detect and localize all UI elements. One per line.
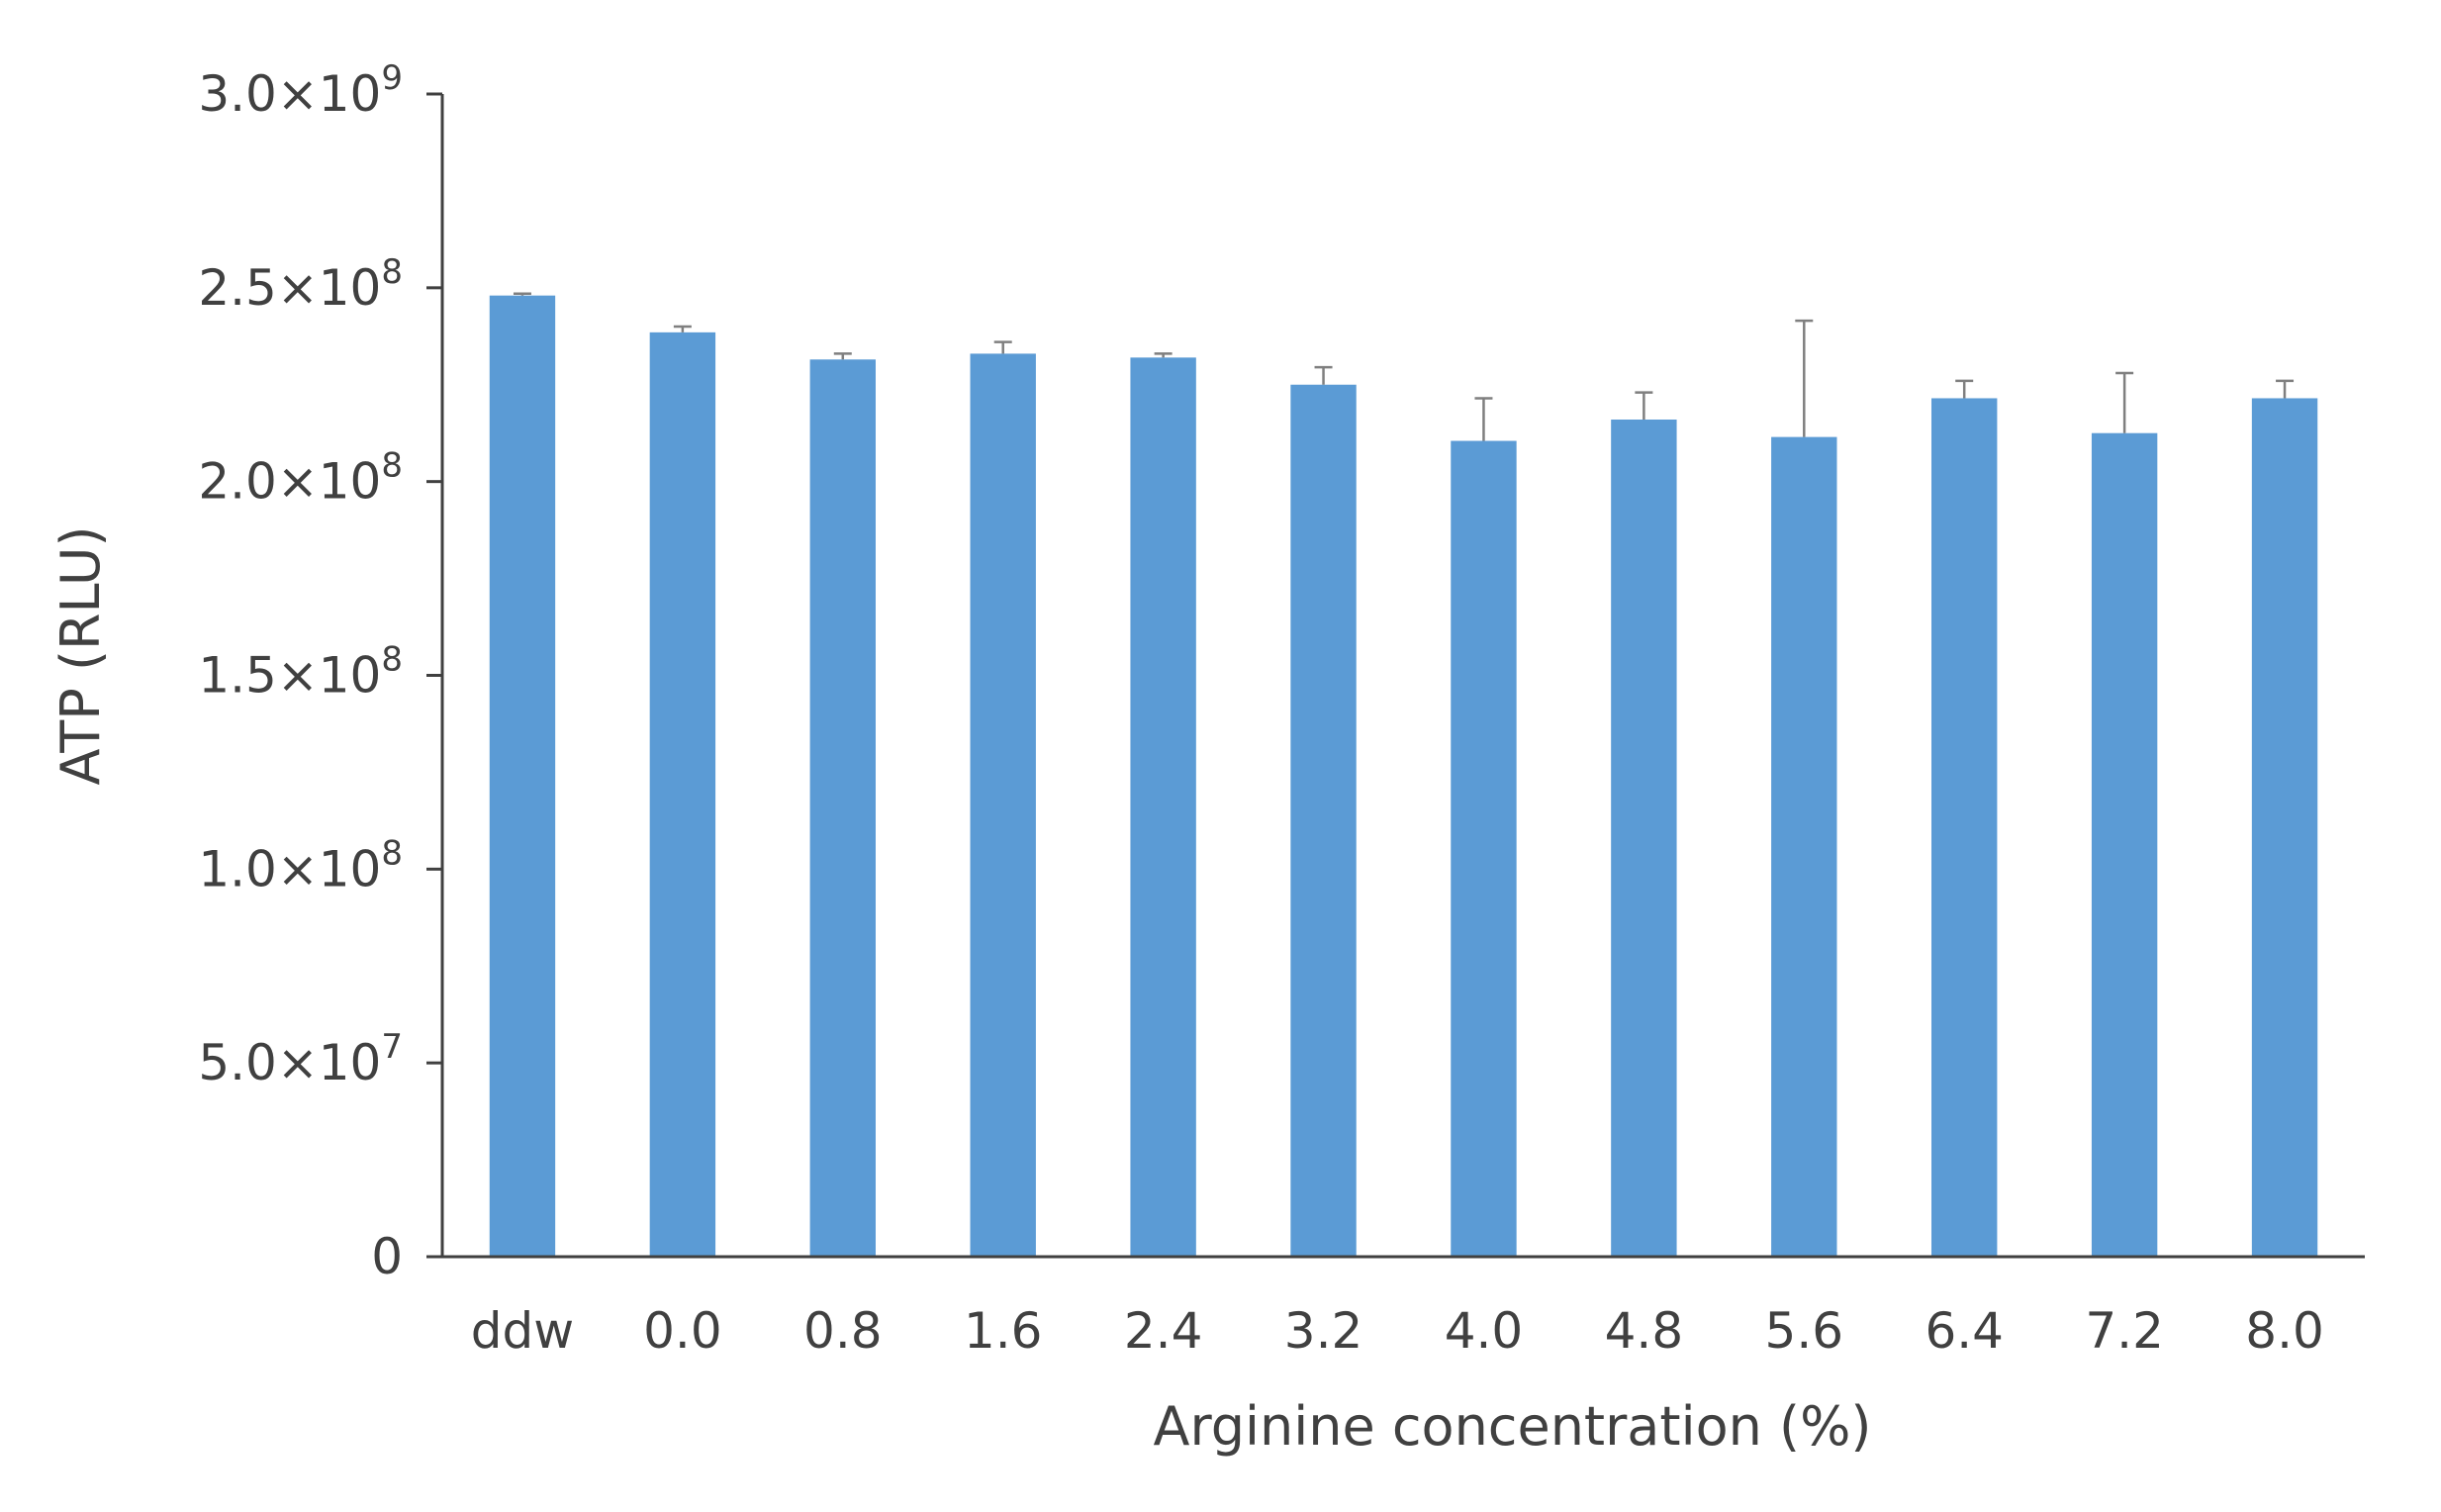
bars xyxy=(489,295,2318,1258)
axes xyxy=(426,92,2365,1259)
error-bar xyxy=(1795,319,1814,437)
y-tick-exponent: 8 xyxy=(381,446,403,486)
bar xyxy=(1290,384,1357,1257)
x-tick-label: 5.6 xyxy=(1765,1302,1844,1360)
bar xyxy=(1771,436,1837,1257)
x-axis-title: Arginine concentration (%) xyxy=(1154,1395,1872,1458)
y-tick-label: 0 xyxy=(371,1228,403,1285)
y-tick-exponent: 8 xyxy=(381,640,403,680)
y-tick-exponent: 7 xyxy=(381,1027,403,1067)
bar xyxy=(1130,357,1196,1257)
x-tick-label: 0.8 xyxy=(803,1302,883,1360)
error-bar xyxy=(993,340,1012,354)
x-tick-label: 1.6 xyxy=(964,1302,1043,1360)
y-tick-label: 3.0×109 xyxy=(198,58,403,123)
bar xyxy=(1611,420,1677,1257)
x-tick-label: 0.0 xyxy=(643,1302,722,1360)
bar xyxy=(970,353,1036,1258)
bar xyxy=(649,331,716,1257)
x-tick-label: ddw xyxy=(471,1302,574,1360)
error-bar xyxy=(1474,397,1493,441)
x-tick-label: 2.4 xyxy=(1124,1302,1203,1360)
error-bar xyxy=(673,325,692,332)
error-bar xyxy=(1314,365,1333,385)
error-bars xyxy=(513,292,2295,441)
x-tick-label: 6.4 xyxy=(1925,1302,2004,1360)
x-tick-label: 7.2 xyxy=(2085,1302,2164,1360)
bar xyxy=(809,359,876,1258)
error-bar xyxy=(833,352,852,360)
y-tick-label: 2.0×108 xyxy=(198,446,403,511)
bar xyxy=(2091,432,2158,1257)
error-bar xyxy=(2276,379,2295,399)
error-bar xyxy=(1955,379,1974,399)
x-tick-label: 8.0 xyxy=(2245,1302,2324,1360)
x-tick-label: 3.2 xyxy=(1284,1302,1363,1360)
error-bar xyxy=(1154,352,1173,358)
y-tick-exponent: 8 xyxy=(381,833,403,873)
y-tick-label: 1.5×108 xyxy=(198,640,403,705)
bar xyxy=(489,295,556,1258)
bar xyxy=(1931,398,1998,1257)
error-bar xyxy=(1635,391,1653,420)
y-tick-exponent: 8 xyxy=(381,252,403,292)
y-tick-labels: 0 5.0×107 1.0×108 1.5×108 2.0×108 2.5×108 3.0×… xyxy=(198,58,403,1285)
y-tick-label: 1.0×108 xyxy=(198,833,403,898)
x-tick-label: 4.8 xyxy=(1605,1302,1684,1360)
bar xyxy=(2251,398,2318,1257)
y-axis-title: ATP (RLU) xyxy=(49,525,112,785)
error-bar xyxy=(513,292,531,296)
bar xyxy=(1451,440,1517,1258)
y-tick-label: 2.5×108 xyxy=(198,252,403,317)
x-tick-labels: ddw 0.0 0.8 1.6 2.4 3.2 4.0 4.8 5.6 6.4 7.2 8.0 xyxy=(471,1302,2324,1360)
error-bar xyxy=(2115,371,2134,433)
y-tick-exponent: 9 xyxy=(381,58,403,98)
y-tick-label: 5.0×107 xyxy=(198,1027,403,1091)
x-tick-label: 4.0 xyxy=(1445,1302,1524,1360)
